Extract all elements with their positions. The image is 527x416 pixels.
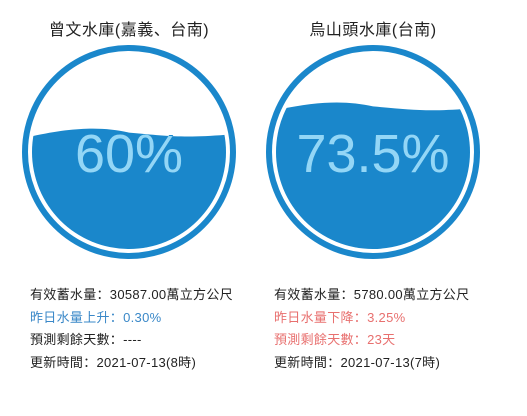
effective-storage: 有效蓄水量：30587.00萬立方公尺 xyxy=(30,287,233,302)
reservoir-card-wushantou: 烏山頭水庫(台南) 73.5%73.5% 有效蓄水量：5780.00萬立方公尺 … xyxy=(258,0,488,416)
reservoir-name: 曾文水庫(嘉義、台南) xyxy=(48,22,210,39)
update-time: 更新時間：2021-07-13(8時) xyxy=(30,354,197,370)
water-level-gauge: 73.5%73.5% xyxy=(263,42,483,262)
water-fill xyxy=(32,128,226,249)
daily-change: 昨日水量下降：3.25% xyxy=(274,309,406,325)
effective-storage: 有效蓄水量：5780.00萬立方公尺 xyxy=(274,287,470,302)
remaining-days: 預測剩餘天數：---- xyxy=(30,332,142,347)
gauge-ring xyxy=(266,45,480,259)
reservoir-info: 有效蓄水量：5780.00萬立方公尺 昨日水量下降：3.25% 預測剩餘天數：2… xyxy=(274,284,488,374)
water-fill xyxy=(276,102,470,249)
reservoir-info: 有效蓄水量：30587.00萬立方公尺 昨日水量上升：0.30% 預測剩餘天數：… xyxy=(30,284,244,374)
percent-label: 73.5% xyxy=(296,124,449,184)
gauge-ring xyxy=(22,45,236,259)
daily-change: 昨日水量上升：0.30% xyxy=(30,309,162,325)
water-level-gauge: 60%60% xyxy=(19,42,239,262)
update-time: 更新時間：2021-07-13(7時) xyxy=(274,354,441,370)
percent-label: 60% xyxy=(75,124,183,184)
reservoir-card-zengwen: 曾文水庫(嘉義、台南) 60%60% 有效蓄水量：30587.00萬立方公尺 昨… xyxy=(14,0,244,416)
reservoir-name: 烏山頭水庫(台南) xyxy=(309,22,437,39)
remaining-days: 預測剩餘天數：23天 xyxy=(274,332,396,347)
